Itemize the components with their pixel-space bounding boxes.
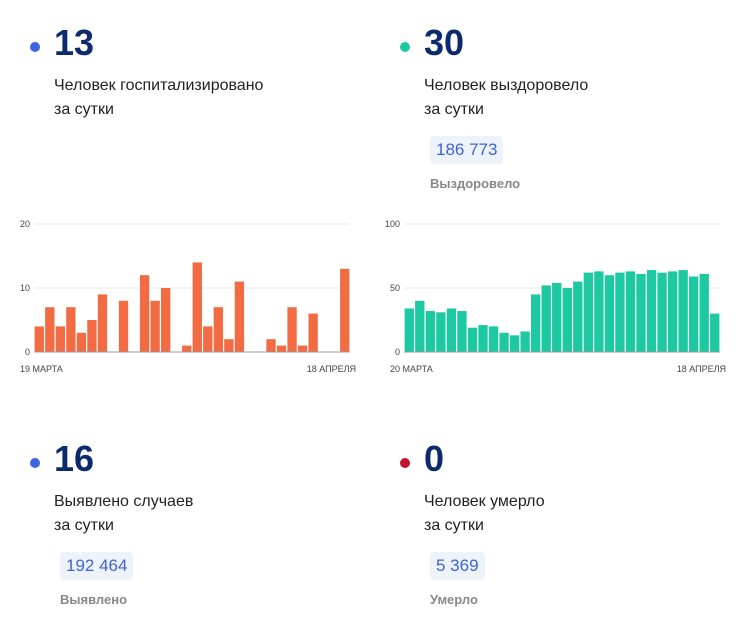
bar [405,308,414,352]
bar [636,274,645,352]
bar [520,332,529,352]
bar [150,301,159,352]
y-tick-label: 0 [395,347,400,357]
detected-dot-icon [30,458,40,468]
bar [224,339,233,352]
stat-died: 0 Человек умерло за сутки 5 369 Умерло [400,444,720,614]
bar [605,275,614,352]
bar [203,326,212,352]
recovered-desc-line1: Человек выздоровело [424,74,684,98]
bar [277,346,286,352]
bar [266,339,275,352]
y-tick-label: 0 [25,347,30,357]
bar [98,294,107,352]
bar [573,282,582,352]
bar [668,271,677,352]
bar [140,275,149,352]
died-desc-line2: за сутки [424,514,684,538]
bar [552,283,561,352]
bar [436,312,445,352]
died-description: Человек умерло за сутки [424,490,684,538]
bar [647,270,656,352]
bar [499,333,508,352]
stat-detected: 16 Выявлено случаев за сутки 192 464 Выя… [30,444,350,614]
hospitalized-value: 13 [54,22,94,64]
x-end-label: 18 АПРЕЛЯ [307,364,356,374]
x-start-label: 20 МАРТА [390,364,433,374]
hospitalized-desc-line2: за сутки [54,98,314,122]
bar [594,271,603,352]
hospitalized-dot-icon [30,42,40,52]
hospitalized-bar-chart: 0 10 20 19 МАРТА 18 АПРЕЛЯ [14,214,360,378]
detected-desc-line2: за сутки [54,514,314,538]
bar [489,326,498,352]
hospitalized-desc-line1: Человек госпитализировано [54,74,314,98]
recovered-value: 30 [424,22,464,64]
bar [615,273,624,352]
y-tick-label: 20 [20,219,30,229]
bar [182,346,191,352]
recovered-dot-icon [400,42,410,52]
x-end-label: 18 АПРЕЛЯ [677,364,726,374]
bar [87,320,96,352]
bar [531,294,540,352]
bar [689,276,698,352]
detected-desc-line1: Выявлено случаев [54,490,314,514]
x-start-label: 19 МАРТА [20,364,63,374]
bar [45,307,54,352]
detected-description: Выявлено случаев за сутки [54,490,314,538]
died-total-label: Умерло [430,592,478,607]
bar [415,301,424,352]
died-dot-icon [400,458,410,468]
bar [457,311,466,352]
recovered-total-badge: 186 773 [430,136,503,164]
bar [35,326,44,352]
bar [308,314,317,352]
stat-recovered: 30 Человек выздоровело за сутки 186 773 … [400,28,720,198]
bar [235,282,244,352]
bar [447,308,456,352]
bar [563,288,572,352]
recovered-desc-line2: за сутки [424,98,684,122]
bar [214,307,223,352]
bar [710,314,719,352]
bar [66,307,75,352]
bar [56,326,65,352]
bar [510,335,519,352]
hospitalized-description: Человек госпитализировано за сутки [54,74,314,122]
bar [626,271,635,352]
detected-total-badge: 192 464 [60,552,133,580]
bar [678,270,687,352]
bar [340,269,349,352]
recovered-total-label: Выздоровело [430,176,520,191]
bar [542,285,551,352]
y-tick-label: 10 [20,283,30,293]
bar [119,301,128,352]
y-tick-label: 50 [390,283,400,293]
bar [161,288,170,352]
y-tick-label: 100 [385,219,400,229]
bar [468,328,477,352]
bar [700,274,709,352]
bar [657,273,666,352]
bar [77,333,86,352]
bar [298,346,307,352]
bar [426,311,435,352]
detected-total-label: Выявлено [60,592,127,607]
bar [287,307,296,352]
stat-hospitalized: 13 Человек госпитализировано за сутки [30,28,330,128]
bar [193,262,202,352]
bar [584,273,593,352]
died-desc-line1: Человек умерло [424,490,684,514]
bar [478,325,487,352]
recovered-description: Человек выздоровело за сутки [424,74,684,122]
detected-value: 16 [54,438,94,480]
died-value: 0 [424,438,444,480]
died-total-badge: 5 369 [430,552,485,580]
recovered-bar-chart: 0 50 100 20 МАРТА 18 АПРЕЛЯ [384,214,730,378]
